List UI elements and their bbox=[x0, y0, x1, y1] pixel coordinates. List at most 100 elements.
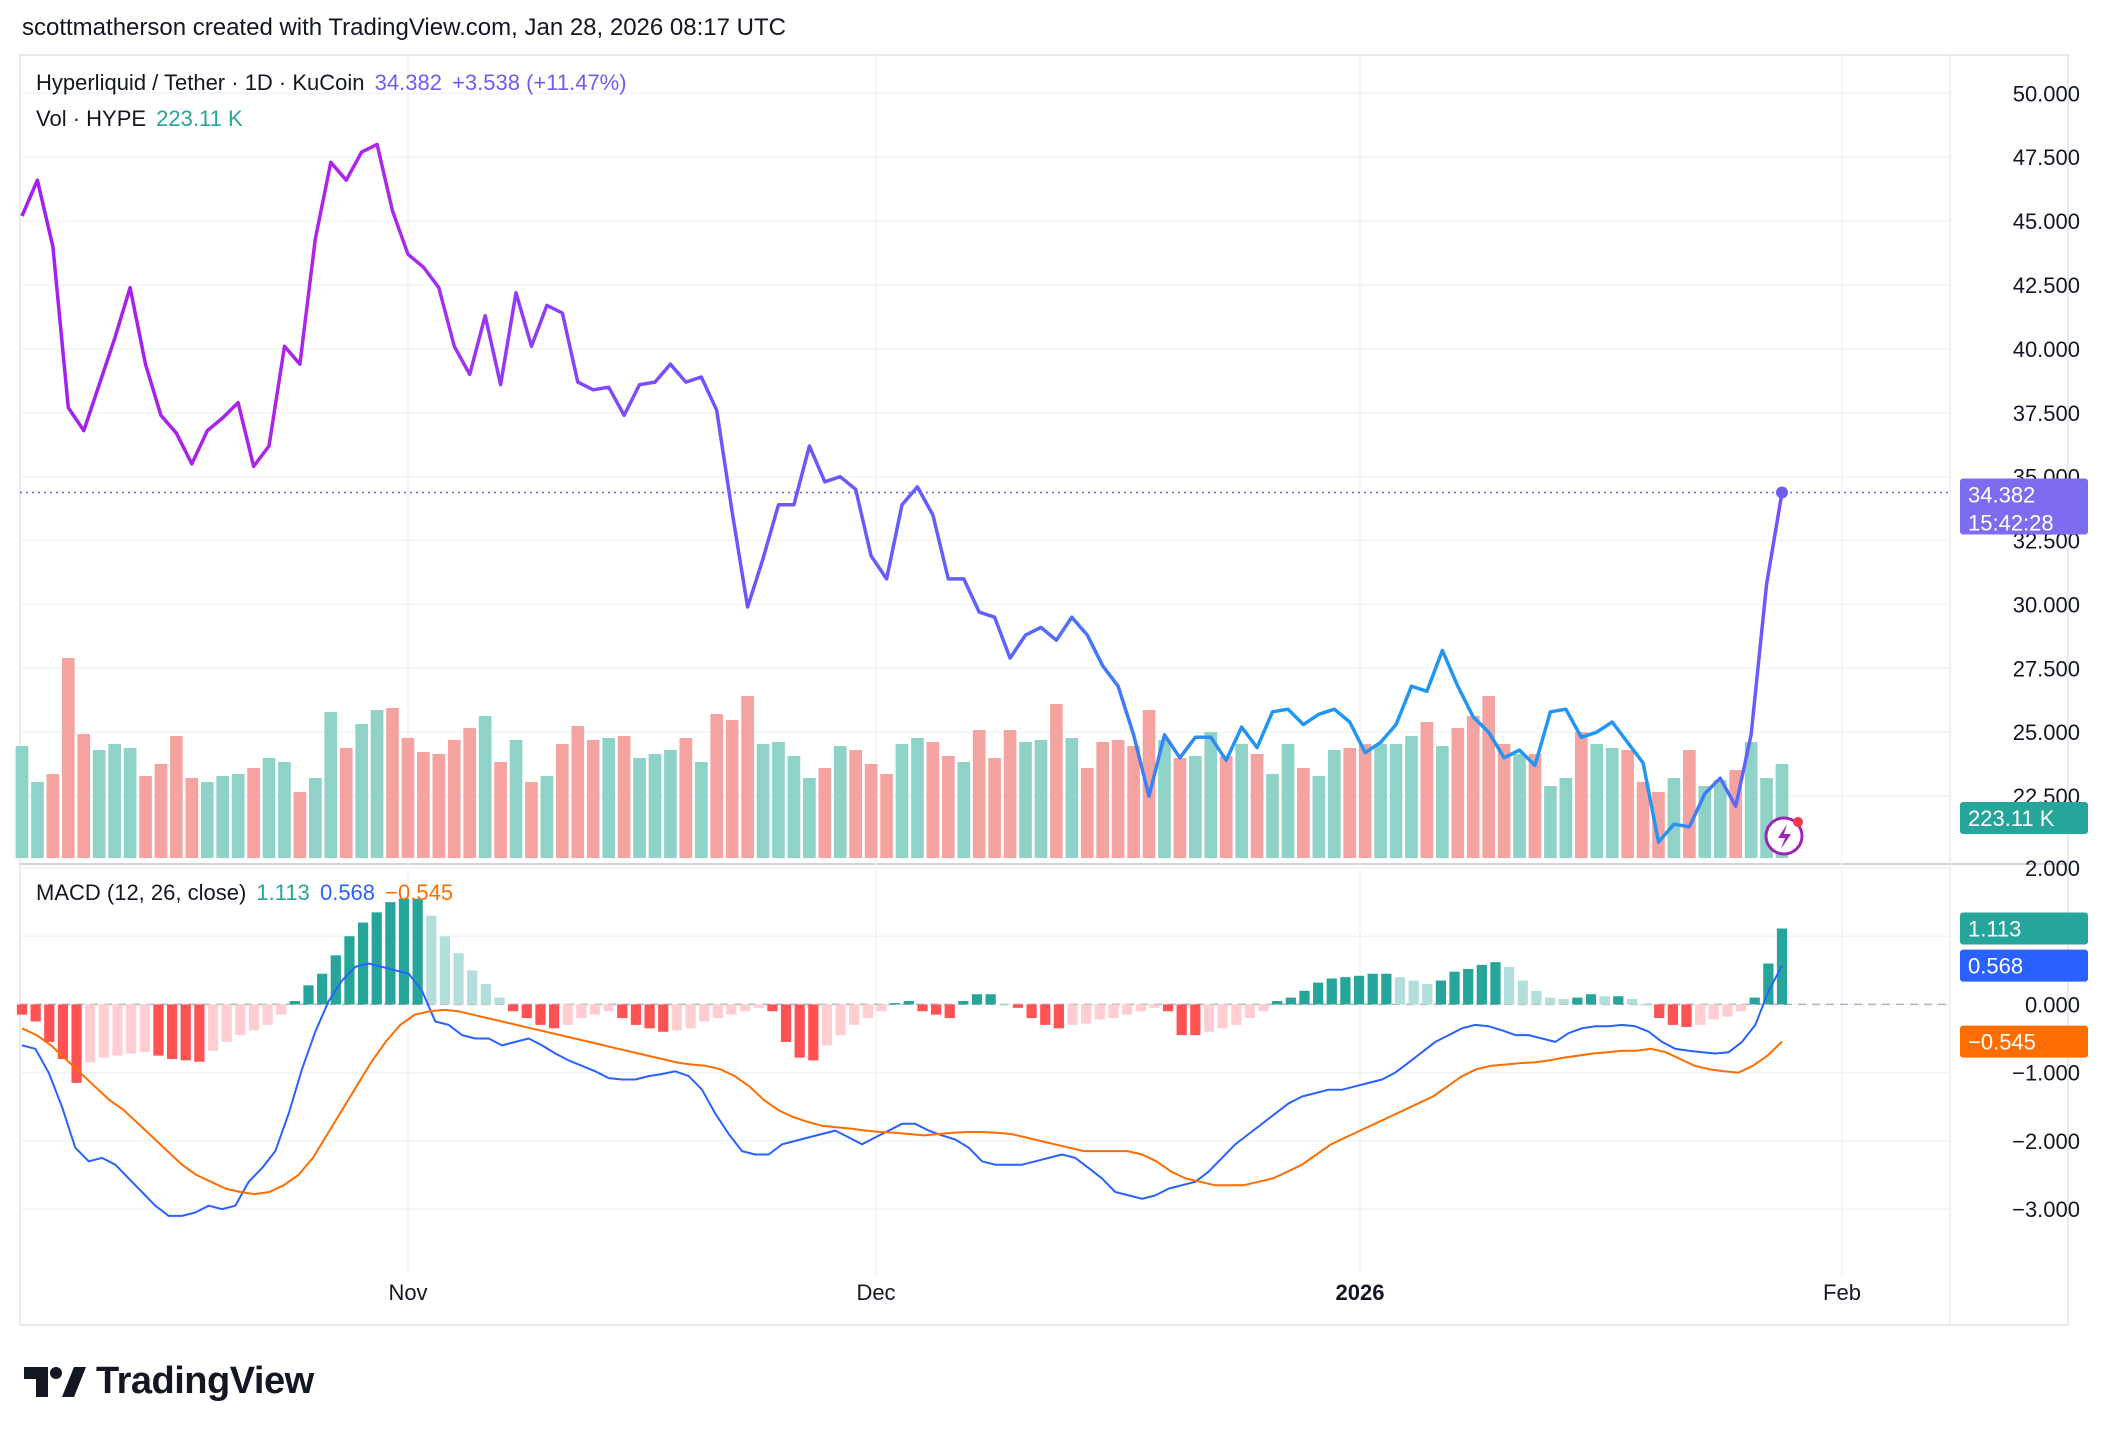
macd-histogram-bar bbox=[958, 1001, 969, 1005]
legend-price: 34.382 bbox=[374, 70, 442, 95]
macd-histogram-bar bbox=[1026, 1004, 1037, 1019]
macd-lines bbox=[21, 962, 1783, 1217]
macd-histogram-bar bbox=[1012, 1004, 1024, 1008]
macd-histogram-bar bbox=[1258, 1004, 1269, 1012]
macd-tick-label: −3.000 bbox=[2012, 1197, 2080, 1222]
legend-macd-hist: 1.113 bbox=[256, 880, 310, 905]
macd-histogram-bar bbox=[398, 898, 410, 1005]
volume-bar bbox=[1559, 778, 1573, 858]
macd-histogram-bar bbox=[1490, 962, 1501, 1005]
price-line bbox=[20, 142, 1950, 844]
brand-name: TradingView bbox=[96, 1360, 314, 1402]
volume-bar bbox=[1142, 710, 1156, 858]
volume-tag-text: 223.11 K bbox=[1968, 806, 2055, 831]
macd-histogram-bar bbox=[412, 898, 423, 1005]
volume-bar bbox=[247, 768, 260, 858]
volume-bar bbox=[478, 716, 492, 858]
legend-macd-label: MACD (12, 26, close) bbox=[36, 880, 247, 905]
volume-bar bbox=[1080, 768, 1094, 858]
volume-bar bbox=[1111, 740, 1125, 858]
macd-histogram-bar bbox=[862, 1004, 874, 1019]
last-price-tag-bg bbox=[1960, 478, 2088, 535]
macd-histogram-bar bbox=[126, 1004, 137, 1054]
legend-symbol[interactable]: Hyperliquid / Tether · 1D · KuCoin 34.38… bbox=[36, 70, 631, 96]
volume-bar bbox=[1189, 756, 1202, 858]
volume-bar bbox=[15, 746, 29, 858]
macd-histogram-bar bbox=[1531, 990, 1542, 1005]
volume-bar bbox=[339, 748, 353, 858]
macd-histogram-bar bbox=[739, 1004, 751, 1012]
last-price-tag-text: 15:42:28 bbox=[1968, 510, 2054, 535]
macd-histogram-bar bbox=[426, 915, 437, 1005]
volume-bar bbox=[231, 774, 245, 858]
volume-bar bbox=[1281, 744, 1295, 858]
volume-bar bbox=[1250, 754, 1264, 858]
price-axis[interactable]: 50.00047.50045.00042.50040.00037.50035.0… bbox=[2013, 81, 2080, 809]
volume-bar bbox=[1374, 744, 1387, 858]
volume-bar bbox=[1605, 748, 1619, 858]
volume-bar bbox=[556, 744, 569, 858]
volume-bar bbox=[1065, 738, 1079, 858]
legend-volume[interactable]: Vol · HYPE 223.11 K bbox=[36, 106, 247, 132]
macd-histogram-bar bbox=[166, 1004, 178, 1059]
macd-histogram-bar bbox=[1572, 997, 1583, 1005]
volume-bar bbox=[1358, 744, 1372, 858]
volume-bar bbox=[31, 782, 44, 858]
volume-bar bbox=[617, 736, 631, 858]
signal-line-tag-text: −0.545 bbox=[1968, 1030, 2036, 1055]
volume-bars bbox=[15, 658, 1789, 858]
volume-bar bbox=[216, 776, 230, 858]
macd-histogram-bar bbox=[1053, 1004, 1065, 1029]
macd-histogram-bar bbox=[521, 1004, 532, 1019]
macd-histogram-bar bbox=[1735, 1004, 1747, 1012]
macd-histogram-bar bbox=[903, 1001, 914, 1005]
volume-bar bbox=[1127, 746, 1140, 858]
volume-bar bbox=[386, 708, 399, 858]
volume-bar bbox=[1235, 744, 1248, 858]
volume-bar bbox=[586, 740, 600, 858]
volume-bar bbox=[1574, 732, 1588, 858]
volume-bar bbox=[108, 744, 121, 858]
macd-histogram-bar bbox=[1476, 964, 1487, 1005]
macd-histogram-bar bbox=[562, 1004, 573, 1025]
macd-histogram-bar bbox=[1422, 983, 1433, 1005]
macd-histogram-bar bbox=[453, 953, 464, 1005]
macd-histogram-bar bbox=[930, 1004, 942, 1015]
macd-histogram-bar bbox=[1558, 998, 1569, 1005]
macd-histogram-bar bbox=[330, 955, 341, 1005]
macd-histogram-bar bbox=[1613, 996, 1624, 1005]
macd-histogram-bar bbox=[180, 1004, 191, 1061]
macd-histogram-bar bbox=[1094, 1004, 1105, 1020]
macd-histogram-bar bbox=[1285, 997, 1296, 1005]
macd-histogram-bar bbox=[153, 1004, 164, 1056]
time-axis[interactable]: Nov Dec 2026 Feb bbox=[388, 1280, 1861, 1305]
macd-histogram-bar bbox=[1340, 977, 1351, 1005]
macd-histogram-bar bbox=[1326, 978, 1337, 1005]
volume-bar bbox=[540, 776, 554, 858]
macd-histogram-bar bbox=[1722, 1004, 1733, 1017]
macd-histogram-bar bbox=[535, 1004, 546, 1025]
volume-bar bbox=[694, 762, 708, 858]
volume-bar bbox=[1497, 744, 1511, 858]
macd-histogram-bar bbox=[30, 1004, 41, 1022]
macd-histogram-bar bbox=[385, 902, 396, 1005]
volume-bar bbox=[1019, 742, 1032, 858]
volume-bar bbox=[849, 750, 863, 858]
legend-macd[interactable]: MACD (12, 26, close) 1.113 0.568 −0.545 bbox=[36, 880, 457, 906]
volume-bar bbox=[154, 764, 168, 858]
tradingview-logo-icon bbox=[24, 1366, 86, 1397]
tradingview-logo[interactable]: TradingView bbox=[22, 1360, 314, 1403]
volume-tag-bg bbox=[1960, 802, 2088, 834]
volume-bar bbox=[401, 738, 415, 858]
macd-histogram-bar bbox=[480, 983, 491, 1005]
volume-bar bbox=[803, 778, 816, 858]
macd-histogram-bar bbox=[1108, 1004, 1119, 1019]
macd-histogram-bar bbox=[1449, 971, 1460, 1005]
axis-tags: 34.382 15:42:28 223.11 K 1.113 0.568 −0.545 bbox=[1764, 478, 2088, 1058]
volume-bar bbox=[170, 736, 183, 858]
macd-histogram-bar bbox=[890, 1003, 901, 1005]
price-series-line bbox=[20, 142, 1784, 844]
volume-bar bbox=[324, 712, 338, 858]
volume-bar bbox=[1513, 754, 1526, 858]
